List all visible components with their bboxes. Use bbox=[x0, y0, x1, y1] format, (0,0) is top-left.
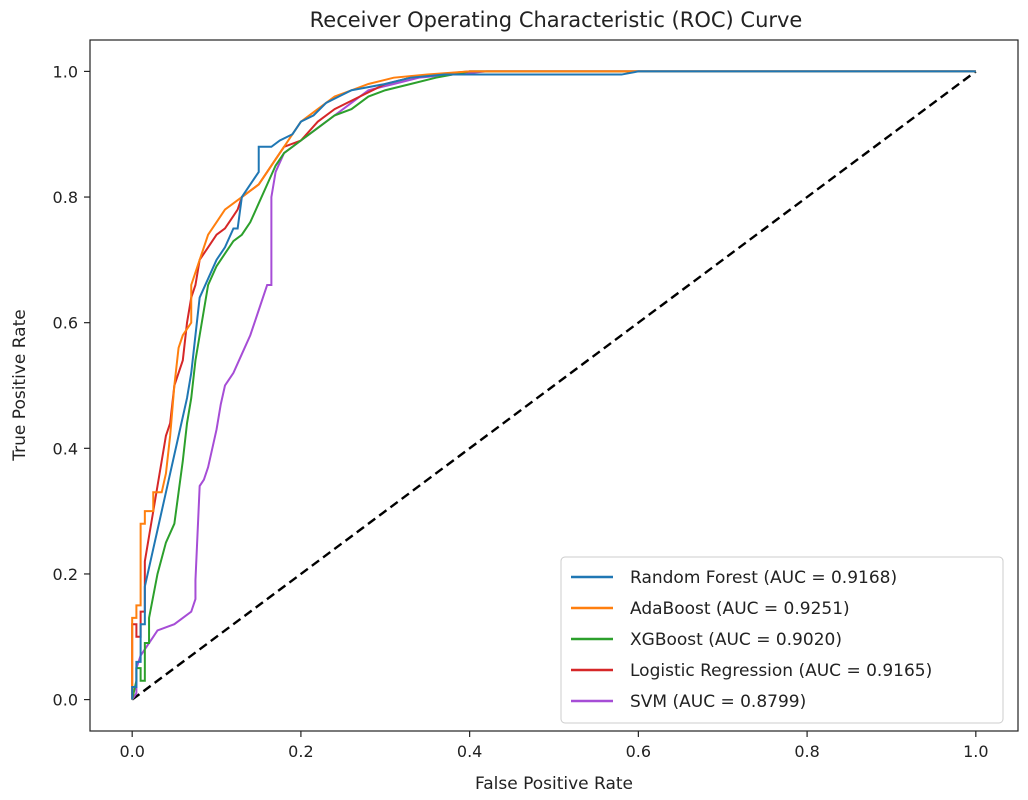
y-axis: 0.0 0.2 0.4 0.6 0.8 1.0 bbox=[53, 62, 90, 710]
legend-label-svm: SVM (AUC = 0.8799) bbox=[630, 692, 806, 712]
series-layer bbox=[131, 70, 976, 701]
series-line-logistic-regression bbox=[131, 70, 976, 700]
y-tick-label: 0.4 bbox=[53, 439, 78, 458]
plot-area bbox=[131, 70, 977, 701]
x-tick-label: 1.0 bbox=[963, 742, 988, 761]
x-tick-label: 0.4 bbox=[457, 742, 482, 761]
y-tick-label: 0.2 bbox=[53, 565, 78, 584]
legend-items: Random Forest (AUC = 0.9168) AdaBoost (AU… bbox=[571, 568, 932, 712]
series-line-xgboost bbox=[131, 70, 976, 700]
legend: Random Forest (AUC = 0.9168) AdaBoost (AU… bbox=[560, 556, 1004, 724]
legend-label-adaboost: AdaBoost (AUC = 0.9251) bbox=[630, 599, 850, 619]
series-line-svm bbox=[131, 70, 976, 701]
plot-frame bbox=[89, 39, 1019, 732]
y-tick-label: 0.0 bbox=[53, 691, 78, 710]
y-axis-label: True Positive Rate bbox=[10, 309, 30, 461]
y-tick-label: 0.6 bbox=[53, 314, 78, 333]
y-tick-label: 1.0 bbox=[53, 62, 78, 81]
x-tick-label: 0.2 bbox=[288, 742, 313, 761]
series-line-random-forest bbox=[131, 70, 976, 700]
legend-box bbox=[560, 556, 1004, 724]
x-axis-label: False Positive Rate bbox=[475, 774, 633, 794]
legend-label-xgboost: XGBoost (AUC = 0.9020) bbox=[630, 630, 842, 650]
legend-label-logistic-regression: Logistic Regression (AUC = 0.9165) bbox=[630, 661, 932, 681]
y-tick-label: 0.8 bbox=[53, 188, 78, 207]
reference-layer bbox=[131, 70, 977, 701]
x-tick-label: 0.8 bbox=[794, 742, 819, 761]
legend-label-random-forest: Random Forest (AUC = 0.9168) bbox=[630, 568, 897, 588]
x-tick-label: 0.6 bbox=[626, 742, 651, 761]
x-axis: 0.0 0.2 0.4 0.6 0.8 1.0 bbox=[119, 731, 989, 761]
chart-title: Receiver Operating Characteristic (ROC) … bbox=[310, 8, 803, 32]
x-tick-label: 0.0 bbox=[119, 742, 144, 761]
reference-diagonal-line bbox=[131, 70, 977, 701]
